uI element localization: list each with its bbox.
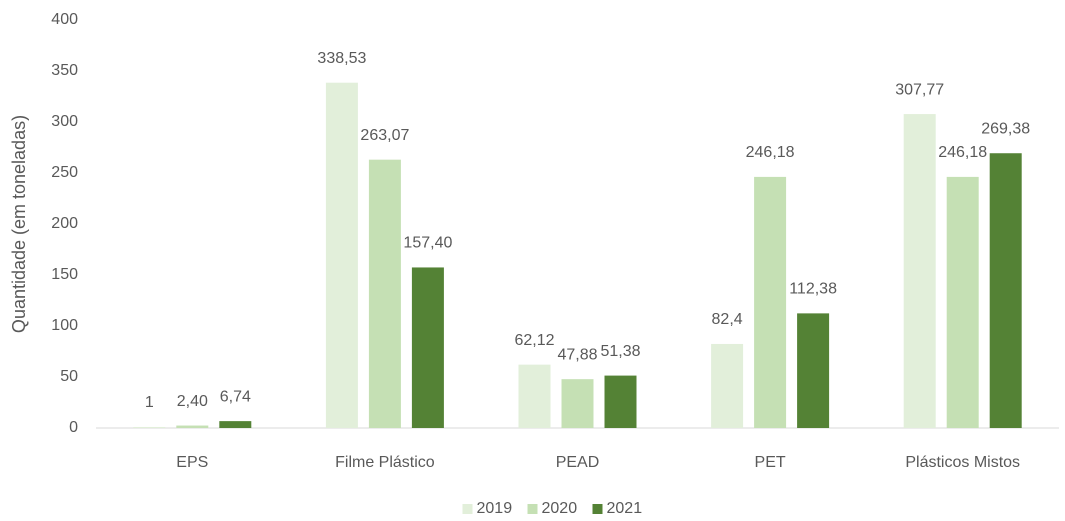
data-label: 246,18 [746, 144, 795, 161]
y-tick-label: 250 [51, 164, 78, 181]
x-tick-label: EPS [176, 454, 208, 471]
legend-label: 2021 [607, 500, 643, 517]
data-label: 1 [145, 394, 154, 411]
bar [946, 176, 979, 428]
data-label: 62,12 [514, 332, 554, 349]
y-tick-label: 200 [51, 215, 78, 232]
bar [604, 375, 637, 428]
data-label: 82,4 [712, 311, 743, 328]
bar [411, 267, 444, 428]
data-label: 157,40 [403, 235, 452, 252]
data-label: 263,07 [360, 127, 409, 144]
bar [325, 82, 358, 428]
bar [133, 426, 166, 428]
data-label: 112,38 [789, 281, 837, 298]
x-tick-label: Filme Plástico [335, 454, 435, 471]
x-tick-label: PET [755, 454, 786, 471]
legend-label: 2019 [477, 500, 513, 517]
bar [754, 176, 787, 428]
bar [176, 425, 209, 428]
y-tick-label: 0 [69, 419, 78, 436]
data-label: 47,88 [557, 346, 597, 363]
data-label: 2,40 [177, 393, 208, 410]
x-tick-label: Plásticos Mistos [905, 454, 1020, 471]
bar [903, 114, 936, 429]
data-label: 51,38 [600, 343, 640, 360]
legend-swatch [527, 504, 538, 514]
legend-swatch [592, 504, 603, 514]
y-tick-label: 100 [51, 317, 78, 334]
data-label: 269,38 [981, 120, 1030, 137]
x-tick-label: PEAD [556, 454, 600, 471]
data-label: 6,74 [220, 388, 251, 405]
legend-swatch [462, 504, 473, 514]
y-axis-label: Quantidade (em toneladas) [9, 115, 29, 333]
y-tick-label: 150 [51, 266, 78, 283]
data-label: 338,53 [317, 50, 366, 67]
y-tick-label: 350 [51, 62, 78, 79]
bar [797, 313, 830, 428]
y-tick-label: 400 [51, 11, 78, 28]
data-label: 307,77 [895, 81, 944, 98]
legend-label: 2020 [542, 500, 578, 517]
y-tick-label: 50 [60, 368, 78, 385]
bar [711, 343, 744, 428]
bar [989, 153, 1022, 428]
bar [219, 421, 252, 428]
y-tick-label: 300 [51, 113, 78, 130]
bar [561, 379, 594, 428]
bar [368, 159, 401, 429]
bar [518, 364, 551, 428]
data-label: 246,18 [938, 144, 987, 161]
